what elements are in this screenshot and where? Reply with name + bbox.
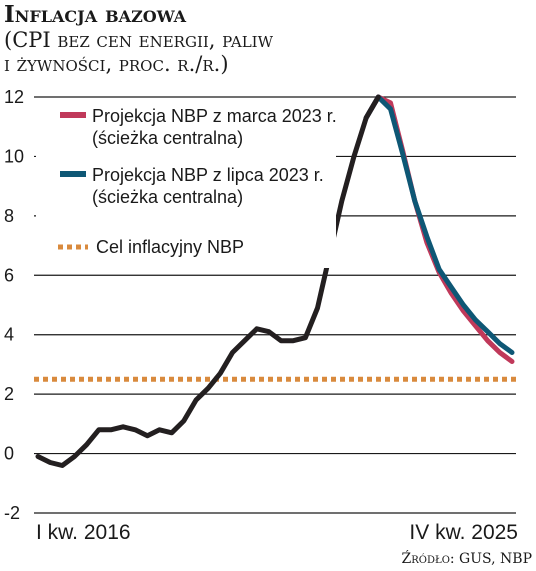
legend: Projekcja NBP z marca 2023 r. (ścieżka c… — [36, 100, 337, 268]
series-line-july-projection — [363, 94, 515, 355]
legend-march-line-2: (ścieżka centralna) — [92, 128, 243, 148]
legend-july-line-1: Projekcja NBP z lipca 2023 r. — [92, 165, 324, 185]
chart-subtitle-line-2: i żywności, proc. r./r.) — [4, 52, 229, 76]
y-tick-label: 10 — [4, 146, 24, 166]
chart-subtitle-line-1: (CPI bez cen energii, paliw — [4, 28, 274, 52]
x-end-label: IV kw. 2025 — [409, 521, 518, 544]
legend-target-label: Cel inflacyjny NBP — [96, 237, 244, 257]
chart-title: Inflacja bazowa — [4, 1, 187, 28]
legend-march-line-1: Projekcja NBP z marca 2023 r. — [92, 106, 337, 126]
y-tick-label: 2 — [4, 384, 14, 404]
y-tick-label: 8 — [4, 206, 14, 226]
y-axis-ticks: -2 0 2 4 6 8 10 12 — [4, 87, 24, 523]
series-lines — [34, 94, 516, 468]
chart-title-block: Inflacja bazowa (CPI bez cen energii, pa… — [4, 1, 524, 77]
y-tick-label: 4 — [4, 325, 14, 345]
y-tick-label: 12 — [4, 87, 24, 107]
series-line-history — [35, 94, 381, 468]
source-note: Źródło: GUS, NBP — [402, 549, 532, 567]
y-tick-label: -2 — [4, 503, 20, 523]
y-tick-label: 0 — [4, 444, 14, 464]
series-line-march-projection — [363, 94, 515, 364]
legend-july-line-2: (ścieżka centralna) — [92, 187, 243, 207]
y-tick-label: 6 — [4, 265, 14, 285]
legend-background — [36, 100, 336, 268]
x-start-label: I kw. 2016 — [36, 521, 131, 544]
